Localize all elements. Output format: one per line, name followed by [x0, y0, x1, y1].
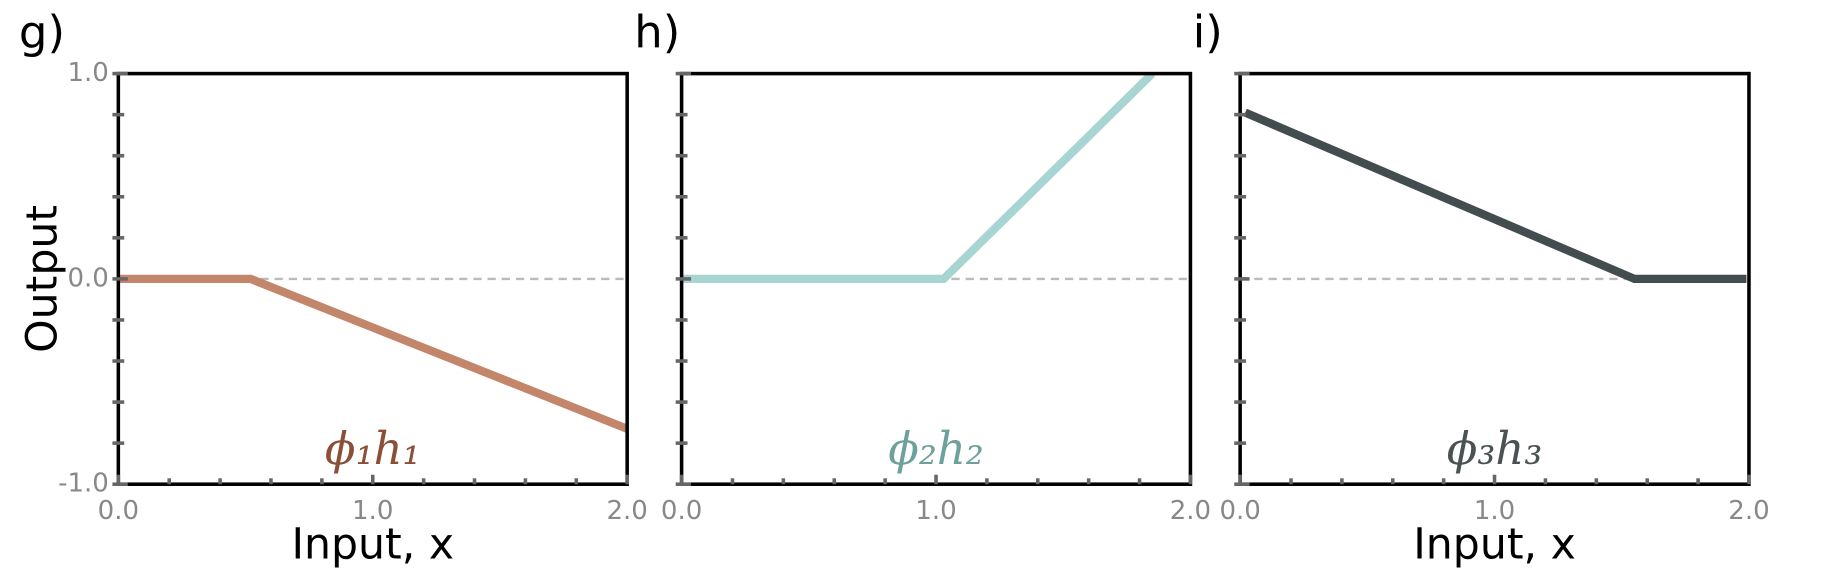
x-tick-label: 0.0 [661, 496, 702, 526]
x-tick-label: 0.0 [98, 496, 139, 526]
annotation: ϕ₃h₃ [1447, 422, 1543, 475]
x-tick-label: 1.0 [915, 496, 956, 526]
annotation: ϕ₁h₁ [325, 422, 421, 475]
x-tick-label: 2.0 [1170, 496, 1211, 526]
x-tick-label: 2.0 [606, 496, 647, 526]
x-tick-label: 2.0 [1728, 496, 1769, 526]
x-tick-label: 1.0 [352, 496, 393, 526]
data-line [681, 73, 1156, 284]
x-tick-label: 0.0 [1219, 496, 1260, 526]
panel-label: h) [634, 6, 680, 59]
x-tick-label: 1.0 [1474, 496, 1515, 526]
data-line [118, 274, 628, 433]
x-axis-label: Input, x [291, 519, 454, 569]
panel-label: g) [19, 6, 65, 59]
y-tick-label: 0.0 [67, 263, 108, 293]
y-tick-label: 1.0 [67, 58, 108, 88]
data-line [1243, 108, 1747, 284]
y-tick-label: -1.0 [58, 469, 109, 499]
panel-label: i) [1193, 6, 1223, 59]
annotation: ϕ₂h₂ [888, 422, 984, 475]
y-axis-label: Output [17, 205, 67, 353]
x-axis-label: Input, x [1413, 519, 1576, 569]
